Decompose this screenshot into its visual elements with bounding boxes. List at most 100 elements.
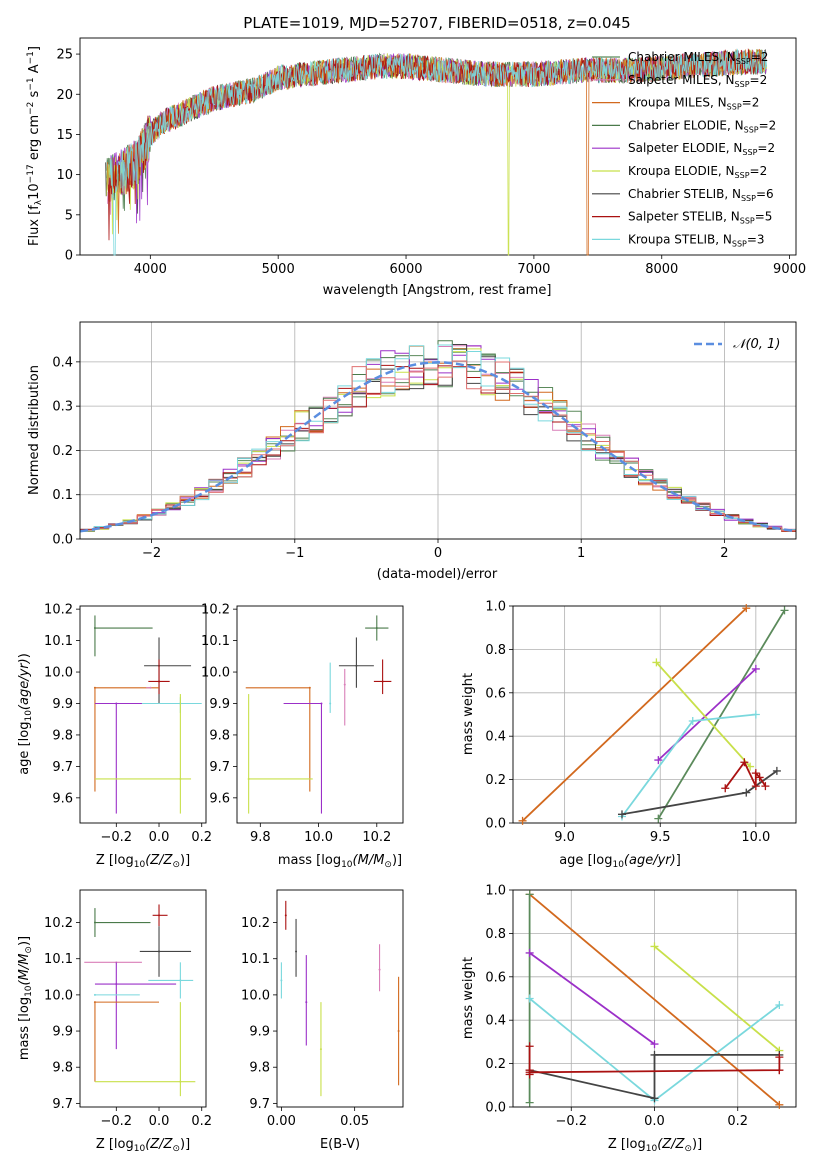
weight-marker xyxy=(775,1066,784,1075)
weight-marker xyxy=(654,756,663,765)
legend-label: Chabrier STELIB, NSSP=6 xyxy=(628,187,774,203)
data-point xyxy=(179,979,182,982)
weight-z-ylabel: mass weight xyxy=(461,957,476,1039)
data-point xyxy=(308,686,311,689)
weight-line xyxy=(657,609,786,820)
weight-marker xyxy=(525,948,534,957)
y-tick-label: 10.2 xyxy=(44,603,73,618)
y-tick-label: 0.0 xyxy=(485,1101,506,1116)
histogram-step-line xyxy=(80,344,796,532)
weight-line xyxy=(529,1054,780,1100)
legend-label: Kroupa ELODIE, NSSP=2 xyxy=(628,164,767,180)
y-tick-label: 10 xyxy=(56,168,73,183)
y-tick-label: 0.2 xyxy=(485,773,506,788)
y-tick-label: 25 xyxy=(56,48,73,63)
x-tick-label: −0.2 xyxy=(101,1114,133,1129)
mass-ebv-xlabel: E(B-V) xyxy=(320,1137,360,1152)
data-point xyxy=(93,1001,96,1004)
y-tick-label: 9.9 xyxy=(52,697,73,712)
x-tick-label: −1 xyxy=(285,546,304,561)
legend-label: Chabrier ELODIE, NSSP=2 xyxy=(628,118,776,134)
data-point xyxy=(158,914,161,917)
data-point xyxy=(93,686,96,689)
weight-line xyxy=(655,661,751,768)
y-tick-label: 9.8 xyxy=(52,728,73,743)
weight-marker xyxy=(652,658,661,667)
weight-line xyxy=(724,760,767,789)
x-tick-label: 7000 xyxy=(517,262,550,277)
weight-marker xyxy=(650,1094,659,1103)
y-tick-label: 0.4 xyxy=(52,355,73,370)
histogram-xlabel: (data-model)/error xyxy=(377,567,498,582)
weight-marker xyxy=(780,606,789,615)
weight-marker xyxy=(755,773,764,782)
x-tick-label: 9000 xyxy=(773,262,806,277)
data-point xyxy=(397,1030,400,1033)
y-tick-label: 1.0 xyxy=(485,884,506,899)
spectrum-axes-frame xyxy=(79,37,797,256)
weight-marker xyxy=(525,1042,534,1051)
mass-weight-vs-z-panel: Z [log10(Z/Z⊙)] mass weight −0.2 0.0 0.2 0.… xyxy=(461,884,797,1154)
y-tick-label: 9.7 xyxy=(249,1097,270,1112)
weight-age-frame xyxy=(512,605,797,824)
weight-marker xyxy=(751,664,760,673)
x-tick-label: 0.0 xyxy=(149,830,170,845)
data-point xyxy=(319,1048,322,1051)
data-point xyxy=(93,627,96,630)
weight-marker xyxy=(654,814,663,823)
mass-z-ylabel: mass [log10(M/M⊙)] xyxy=(17,936,34,1060)
mass-vs-z-panel: Z [log10(Z/Z⊙)] mass [log10(M/M⊙)] −0.2 0… xyxy=(17,889,212,1154)
legend-label: Kroupa STELIB, NSSP=3 xyxy=(628,232,765,248)
y-tick-label: 10.0 xyxy=(44,988,73,1003)
age-z-ylabel: age [log10(age/yr)) xyxy=(17,653,34,775)
y-tick-label: 9.8 xyxy=(249,1061,270,1076)
weight-marker xyxy=(751,710,760,719)
y-tick-label: 10.0 xyxy=(44,666,73,681)
y-tick-label: 0.6 xyxy=(485,970,506,985)
y-tick-label: 9.9 xyxy=(52,1025,73,1040)
y-tick-label: 0.0 xyxy=(485,817,506,832)
data-point xyxy=(179,1080,182,1083)
data-point xyxy=(378,968,381,971)
weight-marker xyxy=(518,816,527,825)
weight-marker xyxy=(650,942,659,951)
y-tick-label: 10.1 xyxy=(44,634,73,649)
y-tick-label: 9.7 xyxy=(209,760,230,775)
weight-line xyxy=(653,945,780,1052)
data-point xyxy=(93,921,96,924)
legend-label: Salpeter MILES, NSSP=2 xyxy=(628,73,767,89)
y-tick-label: 10.2 xyxy=(44,916,73,931)
y-tick-label: 0.8 xyxy=(485,927,506,942)
weight-marker xyxy=(761,782,770,791)
y-tick-label: 20 xyxy=(56,88,73,103)
spectrum-panel: 4000 5000 6000 7000 8000 9000 0 5 10 15 20 25 Chabr… xyxy=(26,37,806,298)
y-tick-label: 10.1 xyxy=(201,634,230,649)
weight-line xyxy=(621,713,756,818)
legend-label: Kroupa MILES, NSSP=2 xyxy=(628,96,759,112)
x-tick-label: 9.0 xyxy=(554,830,575,845)
spectrum-ticks: 4000 5000 6000 7000 8000 9000 0 5 10 15 20 25 xyxy=(56,48,806,277)
y-tick-label: 10.2 xyxy=(201,603,230,618)
mass-weight-vs-age-panel: age [log10(age/yr)] mass weight 9.0 9.5 10… xyxy=(461,600,797,870)
x-tick-label: 1 xyxy=(577,546,585,561)
y-tick-label: 5 xyxy=(65,208,73,223)
y-tick-label: 9.9 xyxy=(249,1025,270,1040)
x-tick-label: 10.0 xyxy=(741,830,770,845)
y-tick-label: 0.4 xyxy=(485,1014,506,1029)
legend-gaussian-label: 𝒩(0, 1) xyxy=(733,337,780,352)
y-tick-label: 10.1 xyxy=(241,952,270,967)
spectrum-series xyxy=(105,48,767,256)
x-tick-label: 0.00 xyxy=(267,1114,296,1129)
x-tick-label: 2 xyxy=(720,546,728,561)
data-point xyxy=(247,777,250,780)
x-tick-label: 10.2 xyxy=(362,830,391,845)
age-mass-xlabel: mass [log10(M/M⊙)] xyxy=(278,853,402,870)
gaussian-reference-curve xyxy=(79,361,797,533)
data-point xyxy=(343,683,346,686)
mass-z-xlabel: Z [log10(Z/Z⊙)] xyxy=(96,1137,190,1154)
weight-marker xyxy=(742,604,751,613)
y-tick-label: 0.2 xyxy=(485,1057,506,1072)
x-tick-label: 0.0 xyxy=(644,1114,665,1129)
data-point xyxy=(280,979,283,982)
weight-marker xyxy=(525,1098,534,1107)
